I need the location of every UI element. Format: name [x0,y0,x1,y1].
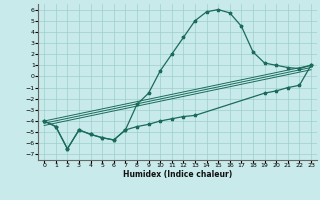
X-axis label: Humidex (Indice chaleur): Humidex (Indice chaleur) [123,170,232,179]
